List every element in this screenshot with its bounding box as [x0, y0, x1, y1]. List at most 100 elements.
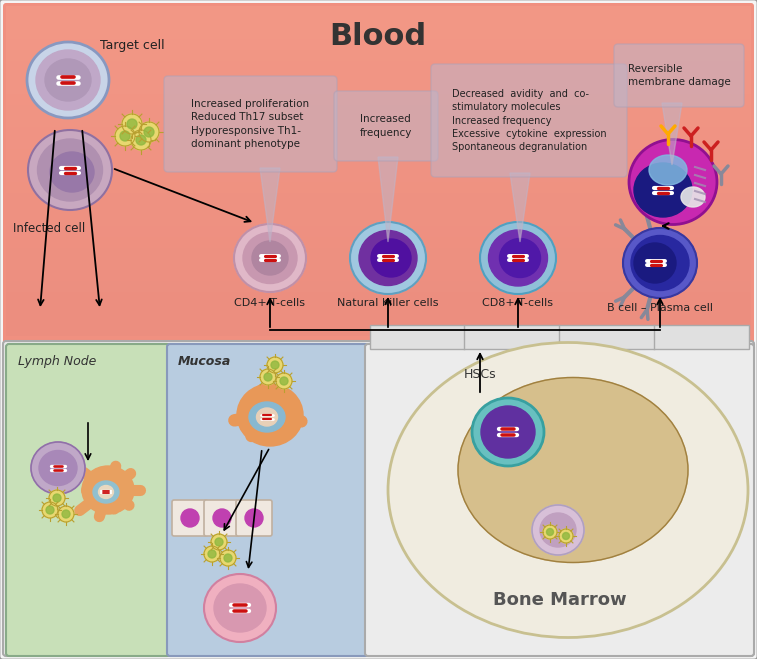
- Ellipse shape: [38, 139, 102, 201]
- FancyBboxPatch shape: [6, 344, 170, 656]
- Circle shape: [224, 554, 232, 562]
- Circle shape: [136, 135, 146, 145]
- Bar: [6, 182, 751, 193]
- Text: CD4+ T-cells: CD4+ T-cells: [235, 298, 306, 308]
- Text: Bone Marrow: Bone Marrow: [494, 591, 627, 609]
- Circle shape: [271, 361, 279, 369]
- Circle shape: [267, 357, 283, 373]
- Bar: [6, 204, 751, 215]
- Ellipse shape: [27, 42, 109, 118]
- Ellipse shape: [234, 224, 306, 292]
- Ellipse shape: [623, 228, 697, 298]
- FancyBboxPatch shape: [614, 44, 744, 107]
- Text: Mucosa: Mucosa: [178, 355, 231, 368]
- Bar: [6, 325, 751, 336]
- FancyBboxPatch shape: [164, 76, 337, 172]
- Bar: [6, 83, 751, 94]
- Ellipse shape: [50, 152, 94, 192]
- Text: Natural Killer cells: Natural Killer cells: [338, 298, 439, 308]
- Circle shape: [62, 510, 70, 518]
- Ellipse shape: [458, 378, 688, 563]
- Bar: [6, 171, 751, 182]
- FancyBboxPatch shape: [167, 344, 368, 656]
- Ellipse shape: [245, 509, 263, 527]
- Circle shape: [276, 373, 292, 389]
- Text: HSCs: HSCs: [464, 368, 497, 381]
- Bar: [6, 94, 751, 105]
- Ellipse shape: [681, 187, 705, 207]
- Ellipse shape: [45, 59, 91, 101]
- Ellipse shape: [214, 584, 266, 632]
- Bar: [370, 325, 749, 349]
- Circle shape: [46, 506, 54, 514]
- Ellipse shape: [472, 398, 544, 466]
- Bar: [6, 259, 751, 270]
- Ellipse shape: [480, 222, 556, 294]
- Bar: [6, 237, 751, 248]
- FancyBboxPatch shape: [204, 500, 240, 536]
- Ellipse shape: [350, 222, 426, 294]
- Ellipse shape: [237, 384, 303, 446]
- Circle shape: [204, 546, 220, 562]
- Bar: [6, 61, 751, 72]
- Text: Lymph Node: Lymph Node: [18, 355, 96, 368]
- Text: Increased
frequency: Increased frequency: [360, 115, 413, 138]
- FancyBboxPatch shape: [365, 344, 754, 656]
- Bar: [6, 303, 751, 314]
- Bar: [6, 270, 751, 281]
- Ellipse shape: [28, 130, 112, 210]
- Ellipse shape: [634, 243, 676, 283]
- Ellipse shape: [631, 235, 689, 291]
- Circle shape: [220, 550, 236, 566]
- Ellipse shape: [532, 505, 584, 555]
- Ellipse shape: [481, 406, 535, 458]
- FancyBboxPatch shape: [3, 3, 754, 347]
- Bar: [6, 248, 751, 259]
- Ellipse shape: [36, 50, 100, 110]
- Ellipse shape: [181, 509, 199, 527]
- Circle shape: [215, 538, 223, 546]
- Circle shape: [559, 529, 573, 543]
- Bar: [6, 215, 751, 226]
- Bar: [6, 50, 751, 61]
- Polygon shape: [662, 103, 682, 165]
- FancyBboxPatch shape: [236, 500, 272, 536]
- Bar: [6, 193, 751, 204]
- Circle shape: [208, 550, 216, 558]
- Bar: [6, 138, 751, 149]
- FancyBboxPatch shape: [3, 341, 754, 656]
- Circle shape: [58, 506, 74, 522]
- Bar: [6, 116, 751, 127]
- Text: Decreased  avidity  and  co-
stimulatory molecules
Increased frequency
Excessive: Decreased avidity and co- stimulatory mo…: [452, 89, 606, 152]
- Ellipse shape: [649, 155, 687, 185]
- Bar: [6, 17, 751, 28]
- Ellipse shape: [500, 239, 540, 277]
- Polygon shape: [378, 157, 398, 242]
- Ellipse shape: [540, 513, 576, 547]
- Text: Reversible
membrane damage: Reversible membrane damage: [628, 64, 731, 87]
- Bar: [6, 226, 751, 237]
- Circle shape: [139, 122, 159, 142]
- Ellipse shape: [634, 163, 692, 217]
- FancyBboxPatch shape: [172, 500, 208, 536]
- Circle shape: [120, 131, 130, 141]
- Ellipse shape: [252, 241, 288, 275]
- Text: Infected cell: Infected cell: [13, 222, 86, 235]
- Circle shape: [144, 127, 154, 137]
- Circle shape: [264, 373, 272, 381]
- Circle shape: [562, 532, 569, 540]
- Circle shape: [53, 494, 61, 502]
- Circle shape: [42, 502, 58, 518]
- Bar: [6, 292, 751, 303]
- Circle shape: [131, 130, 151, 150]
- Text: B cell – Plasma cell: B cell – Plasma cell: [607, 303, 713, 313]
- Polygon shape: [260, 168, 280, 242]
- FancyBboxPatch shape: [334, 91, 438, 161]
- Bar: [6, 6, 751, 17]
- Circle shape: [543, 525, 557, 539]
- Ellipse shape: [93, 481, 119, 503]
- Text: Increased proliferation
Reduced Th17 subset
Hyporesponsive Th1-
dominant phenoty: Increased proliferation Reduced Th17 sub…: [192, 100, 310, 149]
- Bar: [6, 28, 751, 39]
- Circle shape: [260, 369, 276, 385]
- Text: Target cell: Target cell: [100, 39, 164, 52]
